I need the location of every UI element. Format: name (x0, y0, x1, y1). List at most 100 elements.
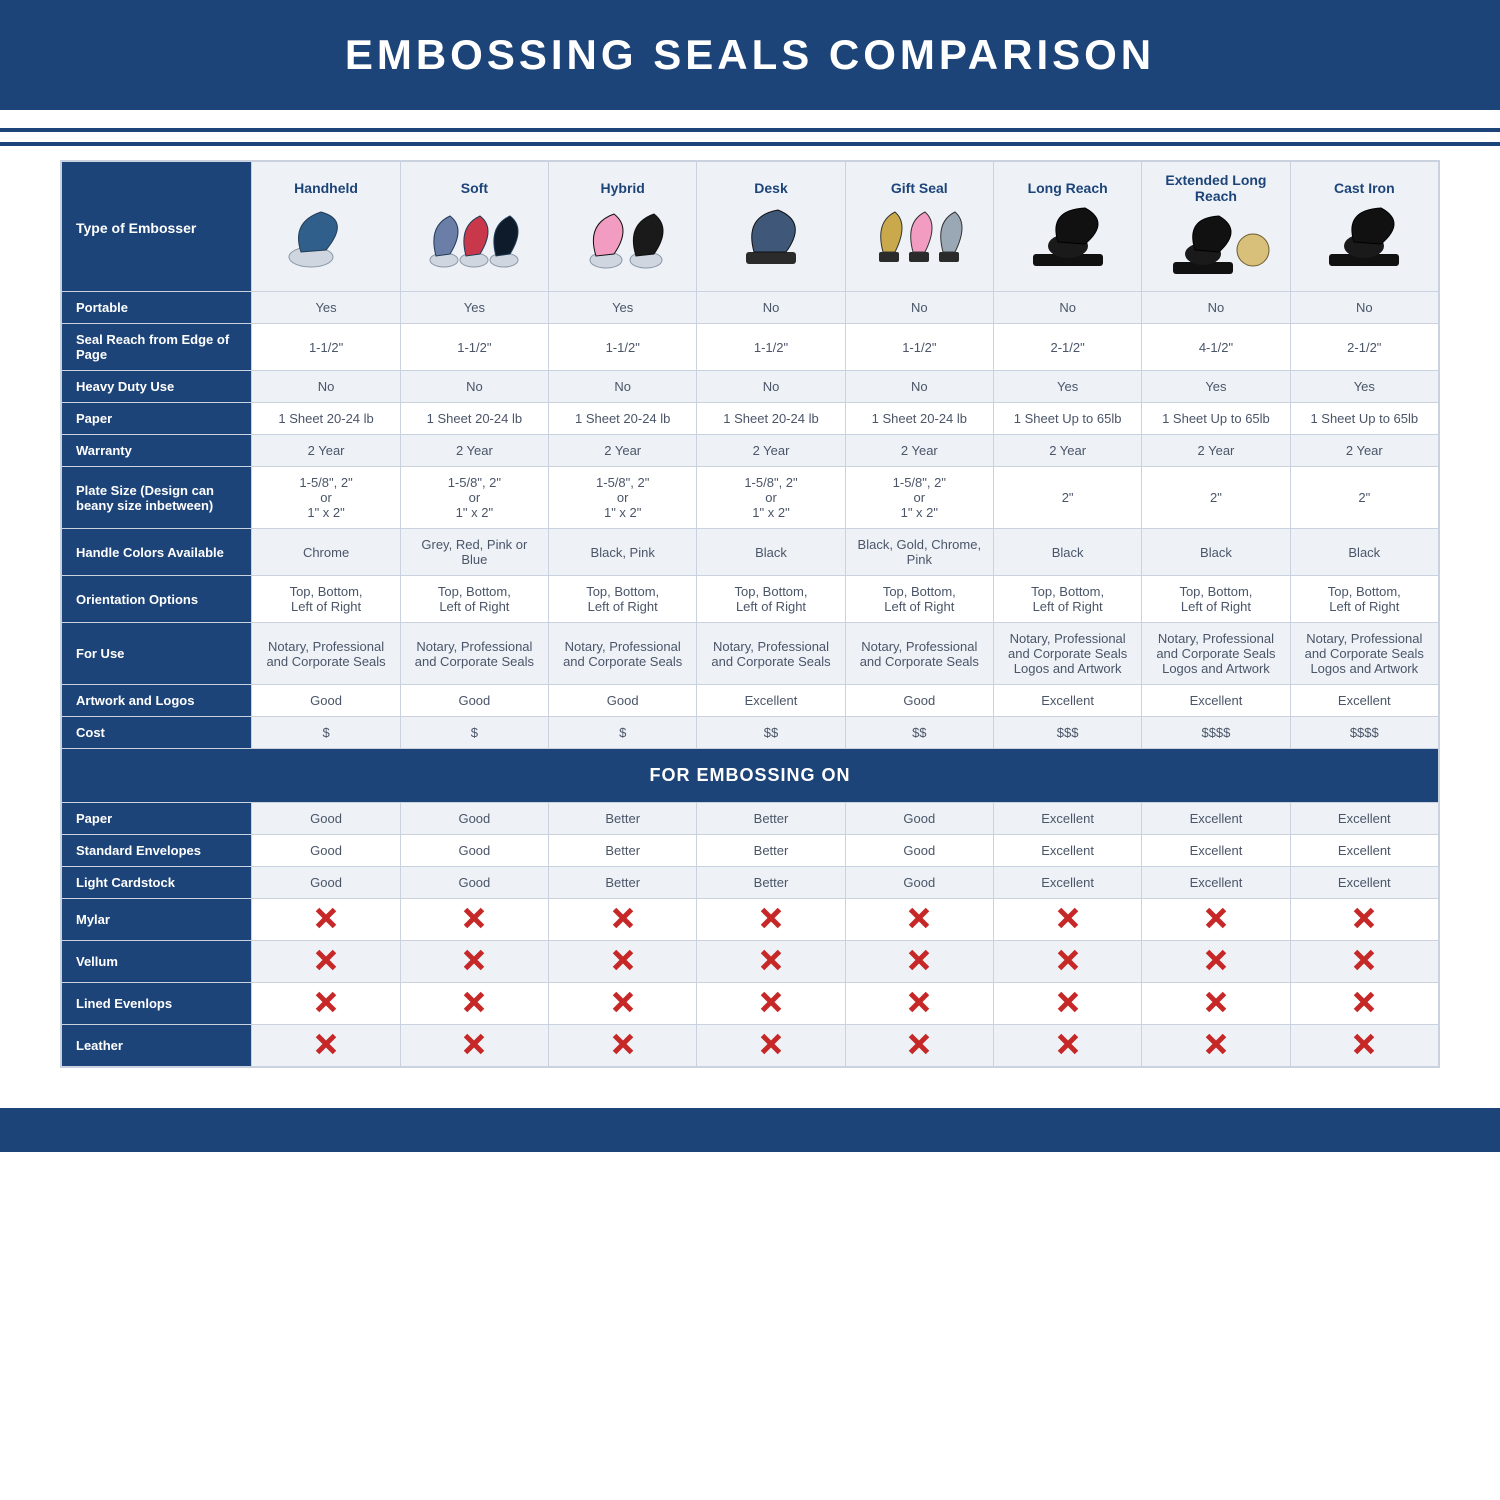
x-mark-icon (760, 949, 782, 971)
table-cell: 2-1/2" (993, 324, 1141, 371)
table-cell: Better (549, 803, 697, 835)
row-label: Heavy Duty Use (62, 371, 252, 403)
table-cell: Good (845, 803, 993, 835)
x-mark-icon (1353, 991, 1375, 1013)
row-label: Mylar (62, 899, 252, 941)
table-cell: Excellent (1142, 867, 1290, 899)
table-cell: Better (549, 835, 697, 867)
table-row: PortableYesYesYesNoNoNoNoNo (62, 292, 1439, 324)
table-cell: Better (697, 867, 845, 899)
table-row: Heavy Duty UseNoNoNoNoNoYesYesYes (62, 371, 1439, 403)
row-label: Leather (62, 1025, 252, 1067)
table-cell: Better (549, 867, 697, 899)
x-mark-icon (1057, 949, 1079, 971)
table-row: Warranty2 Year2 Year2 Year2 Year2 Year2 … (62, 435, 1439, 467)
table-cell: Black (993, 529, 1141, 576)
x-mark-icon (1353, 1033, 1375, 1055)
column-header: Handheld (252, 162, 400, 292)
table-cell (697, 899, 845, 941)
table-cell: 1 Sheet Up to 65lb (1142, 403, 1290, 435)
x-mark-icon (612, 907, 634, 929)
table-cell: No (549, 371, 697, 403)
table-cell: 2 Year (400, 435, 548, 467)
table-cell (1142, 1025, 1290, 1067)
table-cell (252, 983, 400, 1025)
column-label: Long Reach (1000, 180, 1135, 196)
table-cell: 1 Sheet 20-24 lb (400, 403, 548, 435)
table-cell (252, 899, 400, 941)
table-cell: 1 Sheet Up to 65lb (1290, 403, 1438, 435)
x-mark-icon (1057, 1033, 1079, 1055)
table-row: For UseNotary, Professional and Corporat… (62, 623, 1439, 685)
row-label: Orientation Options (62, 576, 252, 623)
table-row: Artwork and LogosGoodGoodGoodExcellentGo… (62, 685, 1439, 717)
table-cell: Black, Pink (549, 529, 697, 576)
table-cell: 1-1/2" (549, 324, 697, 371)
table-cell: No (1142, 292, 1290, 324)
table-cell: Yes (1290, 371, 1438, 403)
footer-band (0, 1108, 1500, 1152)
table-cell: No (845, 371, 993, 403)
embosser-icon (419, 202, 529, 272)
table-cell: Black (697, 529, 845, 576)
table-cell: Excellent (993, 867, 1141, 899)
table-cell: Top, Bottom,Left of Right (845, 576, 993, 623)
x-mark-icon (1205, 949, 1227, 971)
table-cell: 1-5/8", 2"or1" x 2" (697, 467, 845, 529)
x-mark-icon (908, 907, 930, 929)
table-cell: No (697, 371, 845, 403)
table-cell (845, 983, 993, 1025)
table-cell (993, 983, 1141, 1025)
table-cell: 2 Year (1142, 435, 1290, 467)
column-label: Desk (703, 180, 838, 196)
table-header-row: Type of EmbosserHandheldSoftHybridDeskGi… (62, 162, 1439, 292)
row-label: Paper (62, 803, 252, 835)
table-body: PortableYesYesYesNoNoNoNoNoSeal Reach fr… (62, 292, 1439, 1067)
table-cell: $$$$ (1290, 717, 1438, 749)
table-cell: Yes (993, 371, 1141, 403)
row-label: Cost (62, 717, 252, 749)
x-mark-icon (315, 991, 337, 1013)
table-row: Paper1 Sheet 20-24 lb1 Sheet 20-24 lb1 S… (62, 403, 1439, 435)
x-mark-icon (1205, 991, 1227, 1013)
x-mark-icon (908, 991, 930, 1013)
table-cell (1290, 941, 1438, 983)
table-cell: Black, Gold, Chrome, Pink (845, 529, 993, 576)
column-label: Hybrid (555, 180, 690, 196)
table-cell (1290, 983, 1438, 1025)
table-cell: Excellent (1142, 803, 1290, 835)
column-label: Gift Seal (852, 180, 987, 196)
table-cell (1290, 1025, 1438, 1067)
x-mark-icon (1057, 991, 1079, 1013)
x-mark-icon (315, 907, 337, 929)
embosser-icon (1161, 210, 1271, 280)
table-cell: Notary, Professional and Corporate Seals (549, 623, 697, 685)
table-cell (845, 899, 993, 941)
table-cell: Good (252, 867, 400, 899)
table-row: Cost$$$$$$$$$$$$$$$$$$ (62, 717, 1439, 749)
table-row: Vellum (62, 941, 1439, 983)
table-row: Plate Size (Design can beany size inbetw… (62, 467, 1439, 529)
table-cell: Black (1142, 529, 1290, 576)
column-label: Handheld (258, 180, 393, 196)
column-label: Soft (407, 180, 542, 196)
embosser-icon (1013, 202, 1123, 272)
column-header: Extended Long Reach (1142, 162, 1290, 292)
table-cell: 1-1/2" (252, 324, 400, 371)
table-cell (993, 941, 1141, 983)
table-cell: Good (400, 867, 548, 899)
x-mark-icon (1205, 907, 1227, 929)
table-cell: $$$ (993, 717, 1141, 749)
row-label: Handle Colors Available (62, 529, 252, 576)
table-cell: Notary, Professional and Corporate Seals (845, 623, 993, 685)
x-mark-icon (315, 1033, 337, 1055)
table-cell: Better (697, 803, 845, 835)
x-mark-icon (908, 949, 930, 971)
table-cell: Notary, Professional and Corporate Seals… (1290, 623, 1438, 685)
embosser-icon (271, 202, 381, 272)
embosser-icon (568, 202, 678, 272)
table-cell: Excellent (1290, 803, 1438, 835)
column-header: Cast Iron (1290, 162, 1438, 292)
table-row: Lined Evenlops (62, 983, 1439, 1025)
table-cell (1142, 941, 1290, 983)
